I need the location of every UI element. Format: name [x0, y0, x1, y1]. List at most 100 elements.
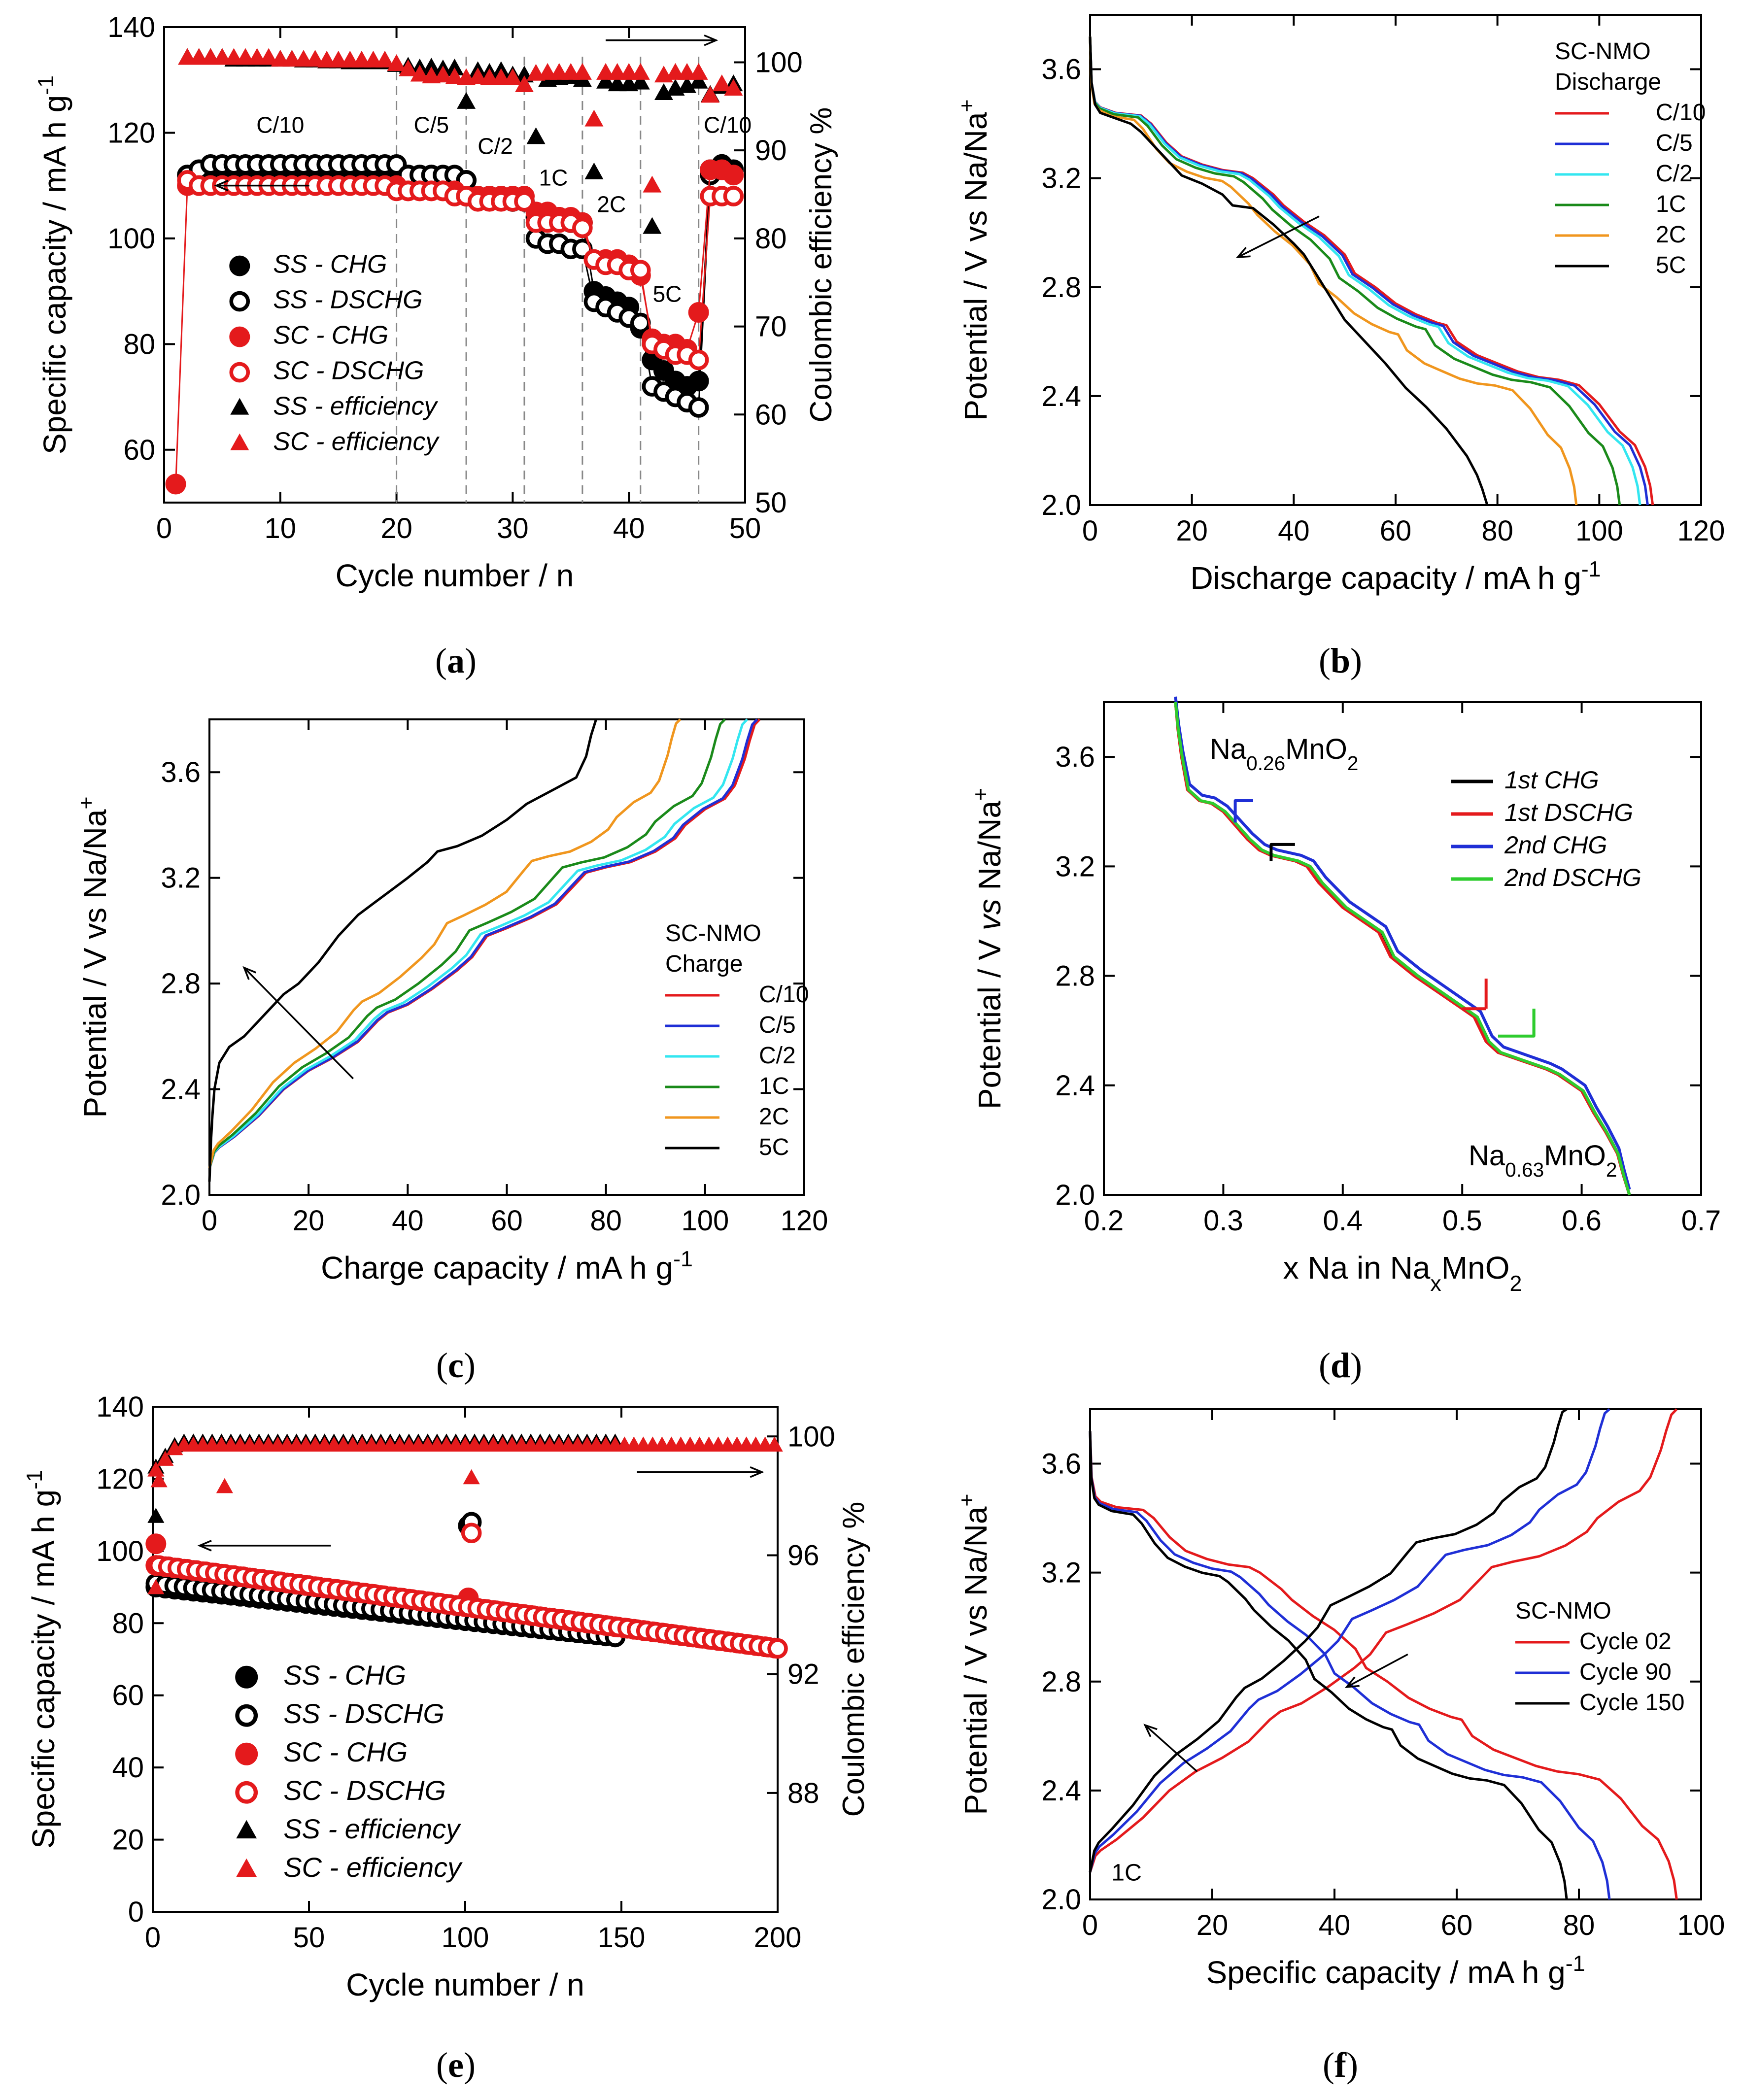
series-line-charge: [1089, 1408, 1568, 1873]
y-tick-label: 3.6: [1041, 1448, 1081, 1480]
rate-label: 5C: [653, 281, 682, 307]
series-line-charge: [1089, 1408, 1610, 1873]
x-tick-label: 0.4: [1323, 1205, 1363, 1237]
rate-label: C/5: [414, 112, 449, 137]
y-tick-label: 2.0: [1041, 489, 1081, 521]
x-axis-label: Specific capacity / mA h g-1: [1206, 1951, 1585, 1990]
series-line: [208, 718, 726, 1169]
panel-b: 0 20 40 60 80 100 120 2.0 2.4 2.8 3.2 3.6 Discharge …: [955, 14, 1725, 680]
y-tick-label: 100: [96, 1535, 144, 1567]
panel-label: (f): [1323, 2045, 1358, 2085]
y2-tick-label: 100: [755, 46, 803, 78]
series-line: [208, 718, 749, 1169]
data-point: [526, 127, 546, 144]
legend-label: 2C: [759, 1104, 789, 1130]
y-tick-label: 2.0: [1055, 1179, 1095, 1211]
relaxation-step: [1233, 799, 1253, 823]
x-tick-label: 20: [380, 512, 412, 544]
y-tick-label: 3.6: [161, 756, 201, 788]
data-point: [410, 65, 429, 82]
legend-marker: [230, 398, 249, 415]
data-point: [688, 302, 709, 323]
x-axis-label: Cycle number / n: [336, 558, 574, 593]
data-point: [445, 67, 464, 84]
plot-frame: [1089, 1408, 1702, 1900]
series-line: [1174, 696, 1631, 1190]
x-tick-label: 60: [1380, 515, 1412, 547]
data-point: [654, 83, 673, 101]
x-tick-label: 20: [1176, 515, 1208, 547]
legend-label: C/5: [1656, 130, 1693, 156]
legend-label: SC - DSCHG: [283, 1775, 446, 1806]
x-tick-label: 50: [729, 512, 761, 544]
x-tick-label: 40: [392, 1205, 424, 1237]
composition-label-bottom: Na0.63MnO2: [1469, 1140, 1617, 1181]
axis-arrow-left-head: [197, 1540, 212, 1552]
x-tick-label: 100: [1575, 515, 1623, 547]
trend-arrow: [243, 967, 354, 1080]
legend-subtitle: Discharge: [1555, 69, 1661, 95]
x-tick-label: 50: [293, 1922, 325, 1954]
x-tick-label: 0.2: [1084, 1205, 1124, 1237]
x-tick-label: 100: [681, 1205, 729, 1237]
y2-axis-label: Coulombic efficiency %: [804, 107, 838, 423]
legend-label: 2nd CHG: [1504, 831, 1607, 859]
x-axis-label: Charge capacity / mA h g-1: [321, 1247, 693, 1286]
y-tick-label: 2.8: [1041, 271, 1081, 304]
plot-frame: [163, 26, 746, 504]
y-tick-label: 3.2: [1055, 850, 1095, 882]
x-tick-label: 150: [598, 1922, 646, 1954]
legend-marker: [236, 1858, 257, 1877]
y-tick-label: 80: [112, 1607, 144, 1639]
data-point: [216, 1478, 233, 1493]
data-point: [514, 191, 535, 212]
data-point: [145, 1533, 167, 1555]
data-point: [387, 54, 406, 71]
legend-label: Cycle 02: [1579, 1628, 1672, 1655]
series-line: [208, 719, 597, 1182]
data-point: [150, 1472, 168, 1488]
legend-title: SC-NMO: [665, 920, 761, 947]
data-point: [376, 50, 395, 68]
x-tick-label: 0: [1082, 515, 1098, 547]
x-tick-label: 80: [1563, 1909, 1595, 1941]
data-point: [463, 1469, 480, 1485]
legend-label: SS - CHG: [283, 1660, 406, 1691]
legend-label: Cycle 90: [1579, 1659, 1672, 1685]
x-tick-label: 100: [1677, 1909, 1725, 1941]
data-point: [688, 349, 709, 371]
legend-marker: [229, 326, 250, 347]
x-tick-label: 0: [145, 1922, 161, 1954]
legend-label: 1C: [1656, 191, 1686, 217]
data-point: [678, 76, 697, 93]
x-tick-label: 60: [1441, 1909, 1473, 1941]
data-point: [631, 63, 650, 80]
trend-arrow-head: [242, 966, 257, 980]
trend-arrow-discharge: [1346, 1653, 1408, 1688]
legend-label: 5C: [1656, 252, 1686, 278]
panel-label: (c): [436, 1346, 476, 1385]
legend-title: SC-NMO: [1555, 38, 1651, 65]
legend-label: C/5: [759, 1012, 796, 1038]
data-point: [514, 75, 534, 92]
data-point: [147, 1508, 165, 1523]
panel-e: 0 50 100 150 200 0 20 40 60 80 100 120 140 88 92 96 100 C…: [22, 1391, 871, 2085]
panel-label: (d): [1319, 1346, 1362, 1385]
y-tick-label: 60: [112, 1680, 144, 1712]
legend-label: C/10: [1656, 100, 1706, 126]
y-axis-label: Potential / V vs Na/Na+: [955, 99, 993, 420]
y2-tick-label: 96: [787, 1539, 820, 1571]
rate-label: C/10: [256, 112, 304, 137]
series-line: [208, 718, 758, 1169]
x-tick-label: 200: [754, 1922, 802, 1954]
y-tick-label: 2.8: [161, 968, 201, 1000]
y2-tick-label: 70: [755, 311, 787, 343]
series-line-discharge: [1089, 1431, 1678, 1900]
x-tick-label: 20: [1196, 1909, 1229, 1941]
legend-label: 1C: [759, 1073, 789, 1099]
data-point: [631, 72, 650, 90]
legend-label: SS - CHG: [273, 250, 387, 279]
rate-label: C/10: [704, 112, 752, 137]
x-tick-label: 100: [442, 1922, 489, 1954]
legend-label: SS - DSCHG: [273, 286, 422, 314]
